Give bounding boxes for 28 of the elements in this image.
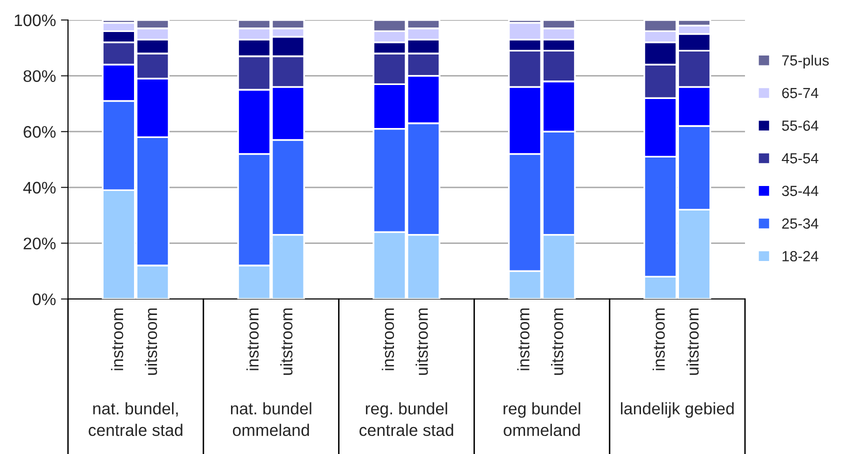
y-tick-label: 40% <box>23 182 56 194</box>
legend-label: 65-74 <box>782 88 818 98</box>
x-tick-label: instroom <box>382 308 394 370</box>
text: landelijk gebied <box>620 402 734 418</box>
text: nat. bundel, centrale stad <box>88 402 182 436</box>
x-tick-label: instroom <box>652 308 665 370</box>
text: reg bundel ommeland <box>504 402 580 436</box>
y-tick-label: 100% <box>14 14 56 26</box>
x-tick-label: uitstroom <box>686 308 699 375</box>
x-tick-label: uitstroom <box>144 308 158 375</box>
text: nat. bundel ommeland <box>230 402 312 436</box>
y-tick-label: 20% <box>24 238 56 250</box>
legend-label: 75-plus <box>782 54 829 68</box>
legend-label: 55-64 <box>782 120 818 131</box>
text: reg. bundel centrale stad <box>360 402 454 436</box>
legend-label: 35-44 <box>782 186 818 196</box>
x-tick-label: instroom <box>517 308 530 370</box>
legend-label: 18-24 <box>782 251 818 262</box>
x-tick-label: instroom <box>246 308 259 370</box>
x-tick-label: instroom <box>111 308 124 370</box>
x-tick-label: uitstroom <box>280 308 292 375</box>
y-tick-label: 60% <box>24 126 56 138</box>
legend-label: 25-34 <box>782 218 818 229</box>
y-tick-label: 0% <box>32 293 56 306</box>
y-tick-label: 80% <box>24 70 56 82</box>
x-tick-label: uitstroom <box>551 308 564 375</box>
legend-label: 45-54 <box>782 153 818 164</box>
x-tick-label: uitstroom <box>416 308 428 375</box>
